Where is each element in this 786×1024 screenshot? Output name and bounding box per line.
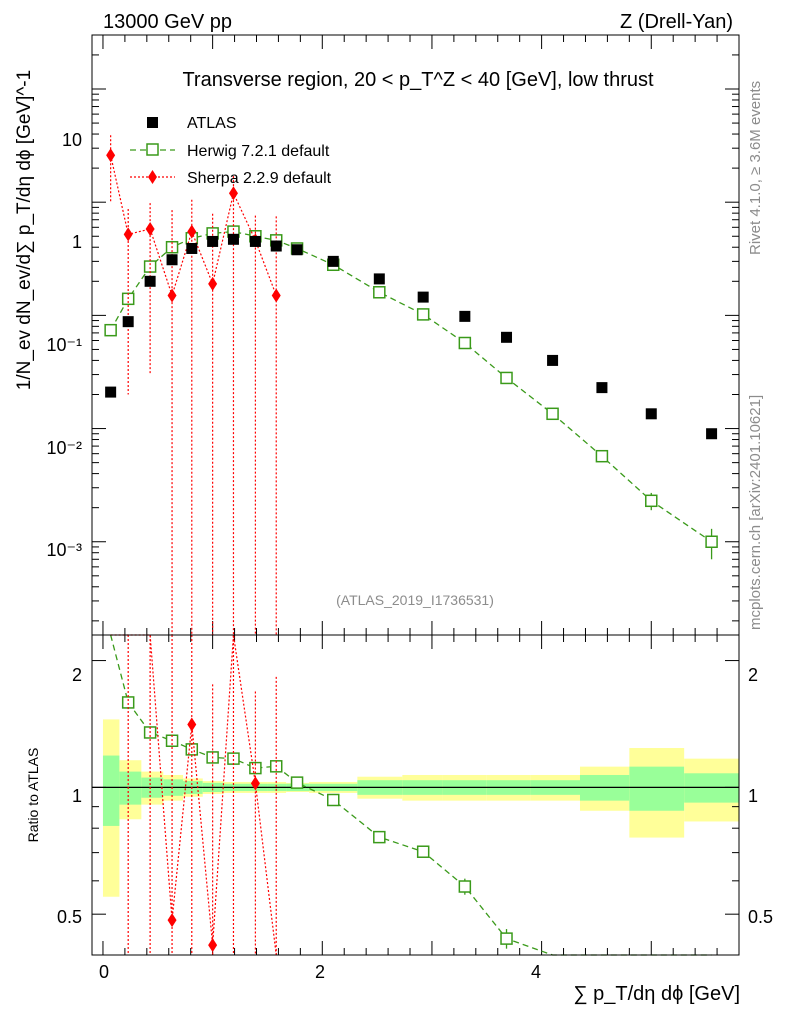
sherpa-ratio-point xyxy=(167,913,177,928)
legend-marker-sherpa xyxy=(148,170,157,184)
ratio-tick-label-2: 2 xyxy=(72,665,82,685)
sherpa-ratio-point xyxy=(187,717,197,732)
atlas-point xyxy=(706,428,718,440)
sherpa-ratio-point xyxy=(208,938,218,953)
atlas-point xyxy=(645,408,657,420)
x-tick-label-4: 4 xyxy=(531,962,541,982)
atlas-point xyxy=(249,235,261,247)
atlas-point xyxy=(291,244,303,256)
herwig-point xyxy=(104,323,117,337)
ratio-tick-label-2-right: 2 xyxy=(748,665,758,685)
herwig-ratio-point xyxy=(327,793,340,807)
atlas-point xyxy=(373,273,385,285)
legend-label-sherpa: Sherpa 2.2.9 default xyxy=(187,170,332,187)
herwig-point xyxy=(500,371,513,385)
chart-title: Transverse region, 20 < p_T^Z < 40 [GeV]… xyxy=(182,69,654,91)
analysis-label: (ATLAS_2019_I1736531) xyxy=(336,592,494,608)
legend-label-atlas: ATLAS xyxy=(187,115,237,132)
main-panel: Transverse region, 20 < p_T^Z < 40 [GeV]… xyxy=(14,34,740,636)
atlas-point xyxy=(459,310,471,322)
herwig-point xyxy=(546,407,559,421)
ratio-y-axis-label: Ratio to ATLAS xyxy=(25,748,41,843)
herwig-point xyxy=(705,535,718,548)
ratio-tick-label-0.5: 0.5 xyxy=(57,907,82,927)
herwig-point xyxy=(143,260,157,273)
herwig-line xyxy=(110,230,712,543)
y-tick-labels: 10 1 10⁻¹ 10⁻² 10⁻³ xyxy=(46,130,82,560)
sherpa-point xyxy=(167,288,177,303)
y-tick-label-0.1: 10⁻¹ xyxy=(46,335,82,355)
atlas-point xyxy=(270,240,282,252)
herwig-point xyxy=(373,286,386,299)
y-axis-label: 1/N_ev dN_ev/d∑ p_T/dη dϕ [GeV]^-1 xyxy=(14,70,35,390)
atlas-point xyxy=(501,331,513,343)
header-right-label: Z (Drell-Yan) xyxy=(620,11,733,33)
herwig-ratio-point xyxy=(290,776,304,789)
atlas-point xyxy=(327,255,339,267)
ratio-band-inner xyxy=(102,755,120,826)
atlas-point xyxy=(227,233,239,245)
sherpa-point xyxy=(106,148,116,163)
atlas-point xyxy=(417,291,429,303)
sherpa-point xyxy=(123,227,133,242)
atlas-point xyxy=(186,242,198,254)
ratio-band-inner xyxy=(119,771,142,805)
herwig-point xyxy=(416,308,430,321)
ratio-tick-label-1-right: 1 xyxy=(748,786,758,806)
herwig-point xyxy=(595,449,609,463)
x-tick-labels: 0 2 4 xyxy=(99,962,541,982)
herwig-ratio-point xyxy=(500,932,513,945)
ratio-frame xyxy=(91,634,740,956)
sherpa-point xyxy=(208,276,218,291)
ratio-tick-label-0.5-right: 0.5 xyxy=(748,907,773,927)
herwig-ratio-point xyxy=(416,845,430,858)
atlas-point xyxy=(122,316,134,328)
mcplots-label: mcplots.cern.ch [arXiv:2401.10621] xyxy=(747,395,764,630)
legend: ATLAS Herwig 7.2.1 default Sherpa 2.2.9 … xyxy=(130,115,332,187)
rivet-version-label: Rivet 4.1.0, ≥ 3.6M events xyxy=(747,81,764,255)
legend-label-herwig: Herwig 7.2.1 default xyxy=(187,143,330,160)
herwig-point xyxy=(458,336,472,350)
y-tick-label-0.01: 10⁻² xyxy=(46,438,82,458)
x-axis-label: ∑ p_T/dη dϕ [GeV] xyxy=(573,983,740,1005)
atlas-point xyxy=(596,382,608,394)
x-tick-label-0: 0 xyxy=(99,962,109,982)
atlas-point xyxy=(166,254,178,266)
atlas-point xyxy=(207,235,219,247)
ratio-band-inner xyxy=(629,766,685,811)
header-left-label: 13000 GeV pp xyxy=(103,11,232,33)
sherpa-point xyxy=(145,221,155,236)
atlas-point xyxy=(144,275,156,287)
atlas-point xyxy=(105,386,117,398)
sherpa-ratio-point xyxy=(250,776,260,791)
sherpa-point xyxy=(271,288,281,303)
y-tick-label-10: 10 xyxy=(62,130,82,150)
legend-marker-herwig xyxy=(146,143,159,156)
ratio-panel: 2 1 0.5 2 1 0.5 Ratio to ATLAS 0 2 4 ∑ p… xyxy=(25,634,773,1005)
sherpa-point xyxy=(228,186,238,201)
herwig-ratio-point xyxy=(373,830,386,844)
x-tick-label-2: 2 xyxy=(315,962,325,982)
sherpa-point xyxy=(187,224,197,239)
herwig-ratio-point xyxy=(227,752,240,765)
herwig-ratio-point xyxy=(458,880,472,893)
ratio-tick-labels: 2 1 0.5 2 1 0.5 xyxy=(57,665,773,927)
ratio-tick-label-1: 1 xyxy=(72,786,82,806)
herwig-ratio-point xyxy=(121,696,135,709)
y-tick-label-1: 1 xyxy=(72,232,82,252)
y-tick-label-0.001: 10⁻³ xyxy=(46,540,82,560)
herwig-point xyxy=(645,494,658,508)
atlas-point xyxy=(547,354,559,366)
herwig-ratio-point xyxy=(185,743,199,756)
legend-marker-atlas xyxy=(147,117,158,128)
